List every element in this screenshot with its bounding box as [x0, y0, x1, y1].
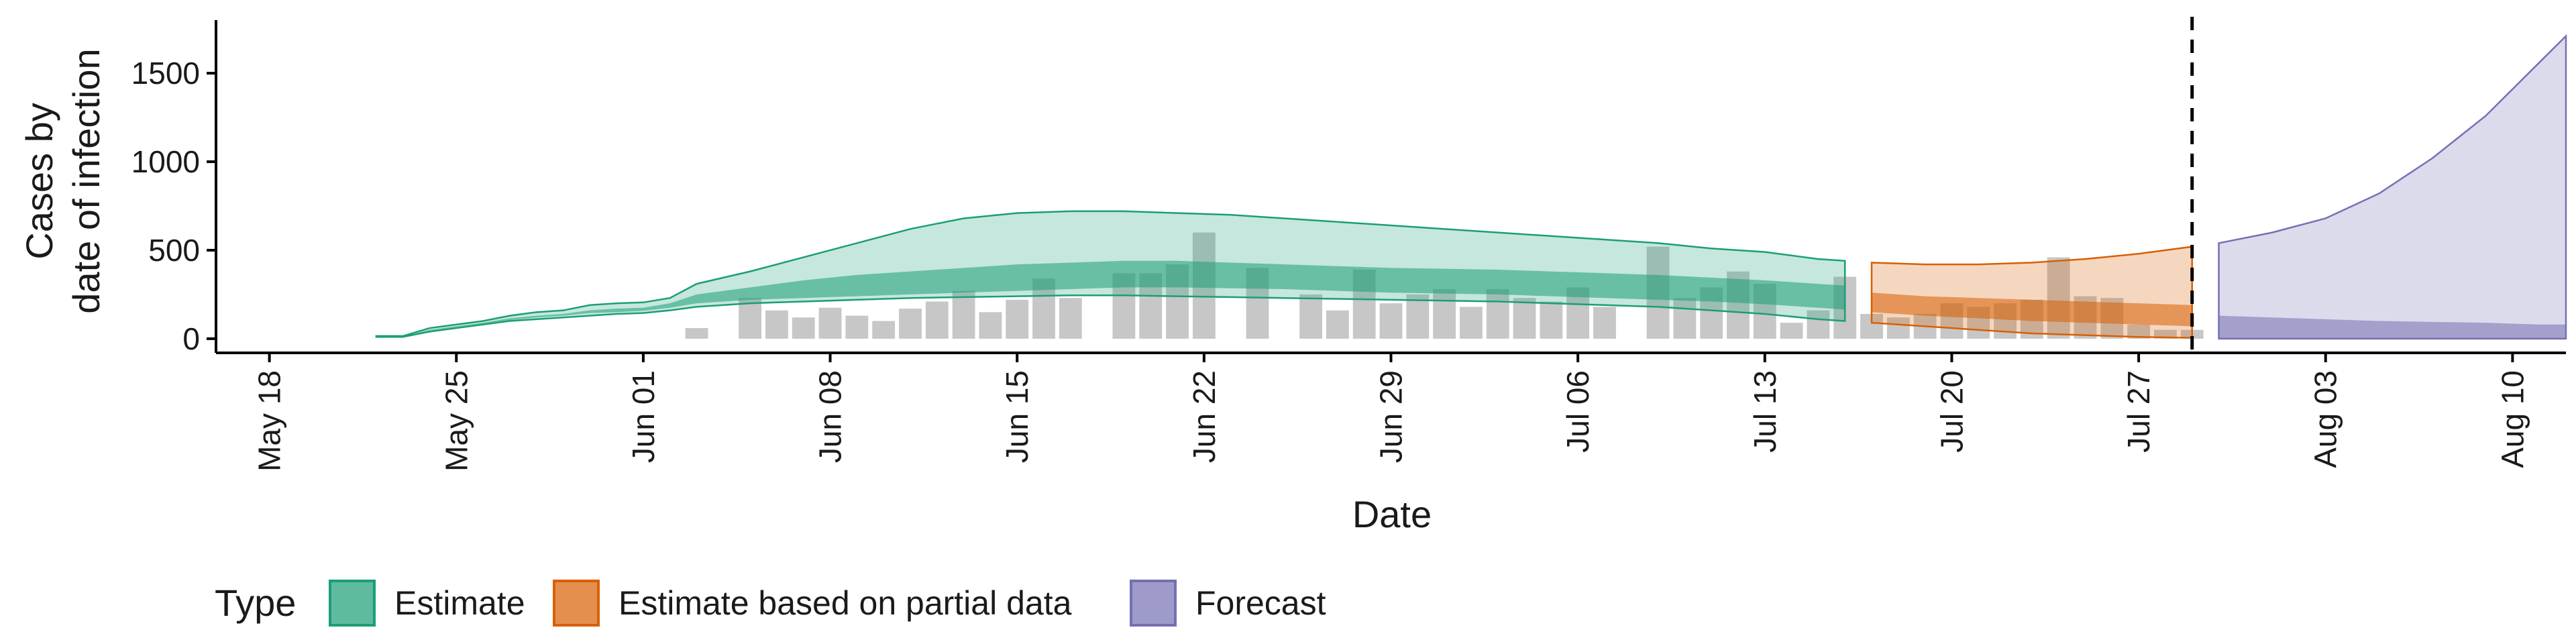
legend-key-partial [553, 580, 600, 627]
observed-case-bar [1673, 298, 1697, 339]
observed-case-bar [1326, 310, 1349, 339]
observed-case-bar [1433, 289, 1456, 339]
observed-case-bar [1379, 303, 1403, 339]
observed-case-bar [2127, 324, 2151, 339]
observed-case-bar [872, 321, 896, 339]
observed-case-bar [685, 328, 708, 339]
x-tick-label: Aug 03 [2308, 370, 2343, 468]
observed-case-bar [1513, 298, 1536, 339]
x-tick-label: Jul 06 [1560, 370, 1595, 453]
y-axis-ticks: 0 500 1000 1500 [131, 56, 216, 356]
x-axis-ticks: May 18 May 25 Jun 01 Jun 08 Jun 15 Jun 22 Jun … [252, 353, 2530, 472]
x-tick-label: May 25 [439, 370, 474, 472]
legend-label-partial: Estimate based on partial data [619, 584, 1072, 622]
x-tick-label: Jun 08 [813, 370, 848, 463]
observed-case-bar [792, 317, 815, 339]
observed-case-bar [979, 312, 1002, 339]
observed-case-bar [1486, 289, 1509, 339]
legend-label-estimate: Estimate [394, 584, 525, 622]
y-tick-label: 1500 [131, 56, 200, 91]
observed-case-bar [1460, 307, 1483, 339]
observed-case-bar [739, 298, 762, 339]
band-inner-partial [1872, 292, 2192, 327]
band-inner-forecast [2218, 315, 2566, 339]
legend-key-forecast [1130, 580, 1177, 627]
x-tick-label: Jun 15 [1000, 370, 1034, 463]
observed-case-bar [845, 315, 869, 339]
x-tick-label: Aug 10 [2495, 370, 2530, 468]
observed-case-bar [1886, 317, 1910, 339]
observed-case-bar [1540, 301, 1563, 339]
observed-case-bar [765, 310, 788, 339]
observed-case-bar [1807, 310, 1830, 339]
x-tick-label: Jul 13 [1748, 370, 1782, 453]
legend-key-estimate [329, 580, 376, 627]
observed-case-bar [818, 307, 842, 339]
x-tick-label: Jun 22 [1187, 370, 1222, 463]
x-tick-label: Jun 29 [1374, 370, 1409, 463]
observed-case-bar [1006, 299, 1029, 339]
observed-case-bar [952, 290, 975, 339]
y-axis-title-line-1: Cases by [18, 103, 60, 259]
y-tick-label: 0 [182, 321, 200, 356]
estimate-bands [375, 34, 2567, 340]
observed-case-bar [1593, 307, 1616, 339]
y-tick-label: 1000 [131, 144, 200, 179]
observed-case-bar [1059, 298, 1082, 339]
observed-case-bar [2047, 257, 2070, 339]
x-tick-label: Jun 01 [626, 370, 661, 463]
legend-title: Type [215, 582, 296, 624]
y-tick-label: 500 [148, 233, 200, 268]
observed-case-bar [1299, 294, 1322, 339]
legend: Type Estimate Estimate based on partial … [215, 580, 1326, 627]
legend-label-forecast: Forecast [1195, 584, 1326, 622]
y-axis-title-line-2: date of infection [65, 48, 107, 313]
x-tick-label: May 18 [252, 370, 287, 472]
x-tick-label: Jul 27 [2121, 370, 2156, 453]
x-tick-label: Jul 20 [1934, 370, 1969, 453]
band-outer-forecast [2218, 34, 2567, 340]
observed-case-bar [899, 309, 922, 339]
x-axis-title: Date [1352, 493, 1432, 535]
observed-case-bar [1406, 294, 1430, 339]
observed-case-bar [925, 301, 949, 339]
observed-case-bar [1780, 323, 1803, 339]
band-inner-estimate [376, 260, 1845, 337]
